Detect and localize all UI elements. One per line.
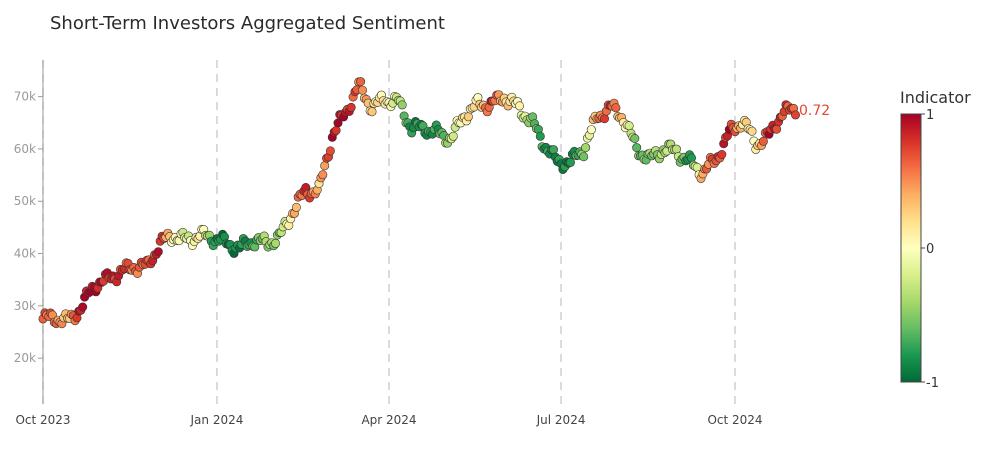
- colorbar-title: Indicator: [900, 88, 971, 107]
- colorbar-tick-label: -1: [926, 376, 939, 391]
- data-point: [367, 107, 377, 117]
- data-point: [599, 114, 609, 124]
- data-point: [320, 161, 330, 171]
- data-point: [356, 77, 366, 87]
- data-point: [624, 121, 634, 131]
- data-point: [632, 143, 642, 153]
- data-point: [535, 131, 545, 141]
- data-point: [565, 157, 575, 167]
- colorbar-gradient: [900, 113, 922, 383]
- data-point: [758, 136, 768, 146]
- data-point: [325, 146, 335, 156]
- colorbar-tick-label: 1: [926, 108, 934, 123]
- data-point: [630, 134, 640, 144]
- data-point: [291, 202, 301, 212]
- data-point: [357, 85, 367, 95]
- data-point: [331, 126, 341, 136]
- data-point: [671, 144, 681, 154]
- y-tick-label: 20k: [14, 351, 36, 365]
- x-tick-label: Oct 2023: [15, 413, 70, 427]
- chart-title: Short-Term Investors Aggregated Sentimen…: [50, 13, 445, 34]
- data-point: [717, 150, 727, 160]
- data-point: [333, 118, 343, 128]
- y-tick-label: 30k: [14, 299, 36, 313]
- y-axis-ticks: 20k 30k 40k 50k 60k 70k: [14, 90, 43, 365]
- x-tick-label: Jul 2024: [536, 413, 586, 427]
- x-tick-label: Oct 2024: [707, 413, 762, 427]
- x-tick-label: Jan 2024: [190, 413, 244, 427]
- data-point: [514, 101, 524, 111]
- data-point: [346, 102, 356, 112]
- data-point: [579, 152, 589, 162]
- y-tick-label: 40k: [14, 247, 36, 261]
- data-point: [153, 247, 163, 257]
- data-point: [747, 126, 757, 136]
- data-point: [78, 302, 88, 312]
- y-tick-label: 60k: [14, 142, 36, 156]
- data-point: [586, 125, 596, 135]
- x-tick-label: Apr 2024: [361, 413, 416, 427]
- data-point: [790, 110, 800, 120]
- data-point: [772, 124, 782, 134]
- data-point: [318, 170, 328, 180]
- data-point: [581, 143, 591, 153]
- last-value-label: 0.72: [799, 103, 830, 119]
- data-point: [448, 131, 458, 141]
- data-point: [548, 145, 558, 155]
- colorbar: 1 0 -1: [900, 108, 939, 391]
- data-point: [463, 112, 473, 122]
- data-points: [38, 77, 800, 329]
- colorbar-tick-label: 0: [926, 242, 934, 257]
- x-gridlines: [42, 60, 736, 404]
- y-tick-label: 50k: [14, 194, 36, 208]
- x-axis-ticks: Oct 2023 Jan 2024 Apr 2024 Jul 2024 Oct 2024: [15, 413, 762, 427]
- data-point: [271, 238, 281, 248]
- y-tick-label: 70k: [14, 90, 36, 104]
- data-point: [397, 100, 407, 110]
- data-point: [611, 103, 621, 113]
